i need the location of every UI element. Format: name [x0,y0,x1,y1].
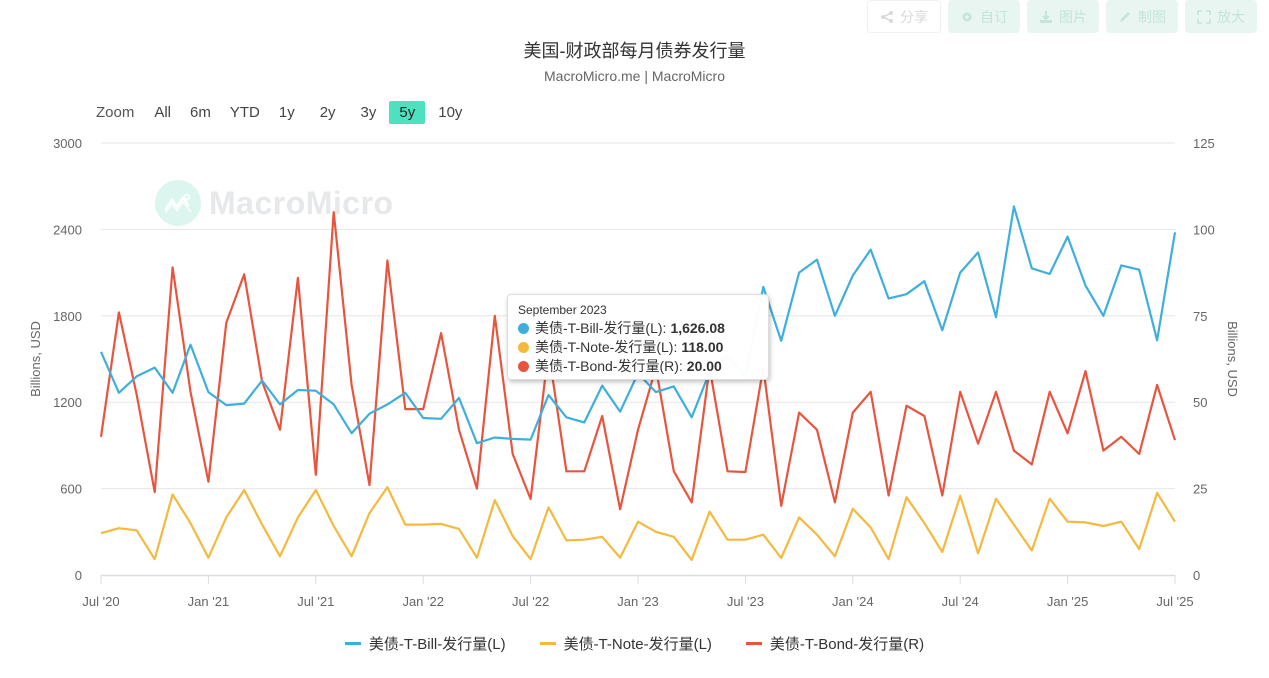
share-label: 分享 [900,8,928,25]
customize-button[interactable]: 自订 [948,0,1020,33]
tooltip-note-value: 118.00 [681,339,724,355]
right-y-tick: 50 [1193,395,1207,410]
right-y-axis: 0 25 50 75 100 125 [1193,136,1215,583]
range-10y-button[interactable]: 10y [438,104,463,121]
left-axis-title: Billions, USD [28,321,43,397]
range-3y-button[interactable]: 3y [360,104,377,121]
tooltip-bond-value: 20.00 [686,358,722,374]
left-y-tick: 3000 [53,136,82,151]
t-bond-swatch-icon [745,642,762,645]
left-y-tick: 2400 [53,222,82,237]
tooltip-row-bill: 美债-T-Bill-发行量(L): 1,626.08 [518,319,758,338]
macromicro-logo-icon [155,180,201,226]
range-2y-button[interactable]: 2y [319,104,336,121]
t-note-series-line[interactable] [100,486,1176,562]
t-bill-swatch-icon [344,642,361,645]
tooltip-bond-label: 美债-T-Bond-发行量(R): [535,358,683,374]
x-tick-label: Jul '21 [297,594,334,609]
legend-item-t-bill[interactable]: 美债-T-Bill-发行量(L) [344,633,506,654]
tooltip-bill-value: 1,626.08 [670,320,725,336]
download-icon [1040,10,1052,23]
gear-icon [962,12,972,21]
right-y-tick: 25 [1193,482,1207,497]
watermark-text: MacroMicro [209,184,394,221]
legend-t-bill-label: 美债-T-Bill-发行量(L) [368,636,506,653]
left-y-tick: 600 [60,482,82,497]
x-tick-label: Jul '24 [942,594,979,609]
left-y-tick: 1800 [53,309,82,324]
range-1y-button[interactable]: 1y [278,104,295,121]
tooltip-date: September 2023 [518,303,607,317]
t-bond-series-line[interactable] [99,211,1177,511]
right-y-tick: 125 [1193,136,1215,151]
x-tick-label: Jan '24 [832,594,874,609]
enlarge-button[interactable]: 放大 [1185,0,1257,33]
x-axis: Jul '20 Jan '21 Jul '21 Jan '22 Jul '22 Jan '… [82,574,1194,609]
chart-legend: 美债-T-Bill-发行量(L) 美债-T-Note-发行量(L) 美债-T-B… [0,633,1269,654]
t-note-swatch-icon [539,642,556,645]
x-tick-label: Jul '20 [82,594,119,609]
share-button[interactable]: 分享 [867,0,941,33]
tooltip-bill-label: 美债-T-Bill-发行量(L): [535,320,667,336]
right-y-tick: 100 [1193,222,1215,237]
x-tick-label: Jan '22 [402,594,444,609]
note-dot-icon [518,342,529,353]
x-tick-label: Jul '25 [1156,594,1193,609]
range-6m-button[interactable]: 6m [190,104,211,121]
range-all-button[interactable]: All [154,104,172,121]
bond-dot-icon [518,361,529,372]
tooltip-row-bond: 美债-T-Bond-发行量(R): 20.00 [518,357,758,376]
x-tick-label: Jan '21 [188,594,230,609]
customize-label: 自订 [980,8,1008,25]
right-axis-title: Billions, USD [1225,321,1240,397]
x-tick-label: Jul '22 [512,594,549,609]
share-icon [881,10,893,23]
x-tick-label: Jan '25 [1047,594,1089,609]
tooltip-note-label: 美债-T-Note-发行量(L): [535,339,678,355]
range-label: Zoom [96,104,135,121]
download-image-button[interactable]: 图片 [1027,0,1099,33]
range-selector: Zoom All 6m YTD 1y 2y 3y 5y 10y [96,101,475,124]
chart-subtitle: MacroMicro.me | MacroMicro [544,68,725,84]
macromicro-watermark: MacroMicro [155,180,394,226]
range-ytd-button[interactable]: YTD [229,104,260,121]
left-y-tick: 1200 [53,395,82,410]
chart-title: 美国-财政部每月债券发行量 [523,41,746,61]
bill-dot-icon [518,323,529,334]
draw-button[interactable]: 制图 [1106,0,1178,33]
download-image-label: 图片 [1059,8,1087,25]
left-y-axis: 0 600 1200 1800 2400 3000 [53,136,82,583]
legend-item-t-bond[interactable]: 美债-T-Bond-发行量(R) [745,633,925,654]
legend-t-note-label: 美债-T-Note-发行量(L) [563,636,712,653]
legend-t-bond-label: 美债-T-Bond-发行量(R) [769,636,925,653]
draw-label: 制图 [1138,8,1166,25]
pencil-icon [1120,11,1130,22]
enlarge-label: 放大 [1217,8,1245,25]
tooltip-row-note: 美债-T-Note-发行量(L): 118.00 [518,338,758,357]
right-y-tick: 0 [1193,568,1200,583]
chart-toolbar: 分享 自订 图片 制图 放大 [867,0,1257,33]
legend-item-t-note[interactable]: 美债-T-Note-发行量(L) [539,633,712,654]
grid-lines [101,142,1175,490]
range-5y-button[interactable]: 5y [389,101,426,124]
x-tick-label: Jul '23 [727,594,764,609]
data-tooltip: September 2023 美债-T-Bill-发行量(L): 1,626.0… [507,294,769,380]
x-tick-label: Jan '23 [617,594,659,609]
right-y-tick: 75 [1193,309,1207,324]
expand-icon [1197,9,1211,24]
left-y-tick: 0 [75,568,82,583]
